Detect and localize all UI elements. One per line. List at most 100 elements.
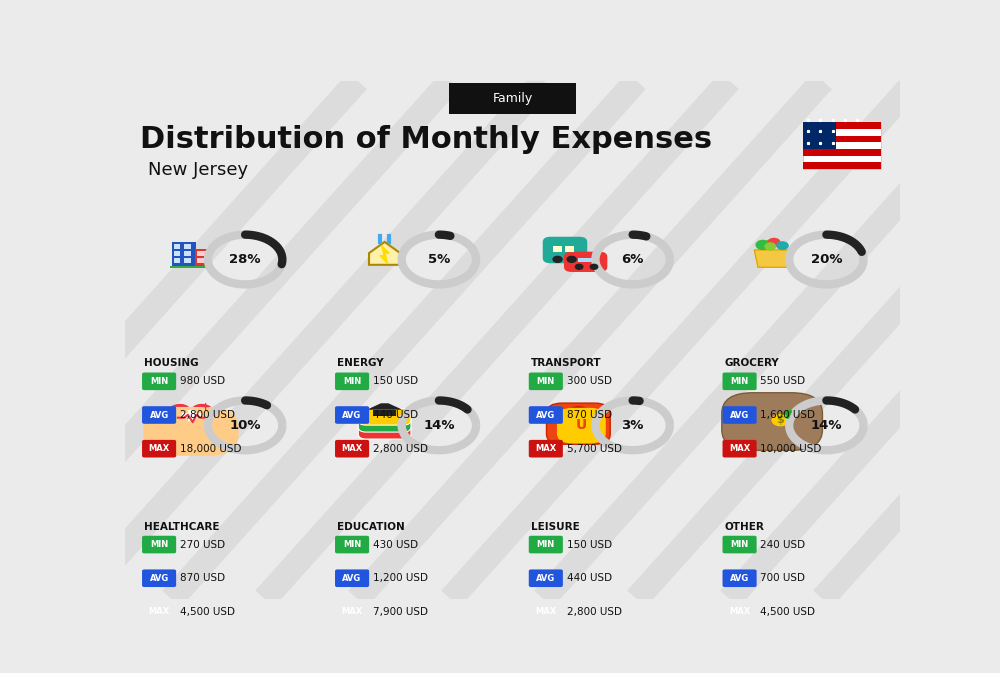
FancyBboxPatch shape — [142, 373, 176, 390]
FancyBboxPatch shape — [723, 440, 757, 458]
Text: 150 USD: 150 USD — [373, 376, 418, 386]
Polygon shape — [188, 410, 194, 420]
Circle shape — [777, 242, 788, 250]
FancyBboxPatch shape — [358, 416, 411, 432]
Text: MIN: MIN — [730, 377, 749, 386]
Text: U: U — [575, 418, 587, 431]
FancyBboxPatch shape — [803, 122, 881, 169]
Text: 550 USD: 550 USD — [761, 376, 806, 386]
FancyBboxPatch shape — [529, 603, 563, 621]
Polygon shape — [369, 242, 400, 264]
Text: 300 USD: 300 USD — [567, 376, 612, 386]
FancyBboxPatch shape — [170, 266, 211, 268]
Text: GROCERY: GROCERY — [725, 358, 780, 368]
Text: 14%: 14% — [423, 419, 455, 432]
FancyBboxPatch shape — [373, 410, 396, 416]
Text: MIN: MIN — [150, 377, 168, 386]
Text: HOUSING: HOUSING — [144, 358, 199, 368]
Text: HEALTHCARE: HEALTHCARE — [144, 522, 220, 532]
FancyBboxPatch shape — [803, 122, 836, 149]
FancyBboxPatch shape — [174, 251, 180, 256]
Polygon shape — [182, 413, 200, 417]
Text: EDUCATION: EDUCATION — [337, 522, 405, 532]
FancyBboxPatch shape — [335, 440, 369, 458]
Text: 18,000 USD: 18,000 USD — [180, 444, 242, 454]
Text: AVG: AVG — [730, 411, 749, 419]
Text: 5,700 USD: 5,700 USD — [567, 444, 622, 454]
Circle shape — [575, 264, 583, 269]
Text: MIN: MIN — [343, 540, 361, 549]
FancyBboxPatch shape — [723, 603, 757, 621]
FancyBboxPatch shape — [529, 440, 563, 458]
Text: 4,500 USD: 4,500 USD — [180, 607, 235, 617]
Text: 14%: 14% — [811, 419, 842, 432]
FancyBboxPatch shape — [529, 536, 563, 553]
Text: 1,200 USD: 1,200 USD — [373, 573, 428, 583]
Text: 2,800 USD: 2,800 USD — [180, 410, 235, 420]
Text: 4,500 USD: 4,500 USD — [761, 607, 816, 617]
Text: MAX: MAX — [148, 608, 170, 616]
Text: MAX: MAX — [729, 444, 750, 453]
Text: 870 USD: 870 USD — [567, 410, 612, 420]
Polygon shape — [754, 250, 790, 267]
FancyBboxPatch shape — [143, 407, 239, 456]
Text: MAX: MAX — [535, 444, 556, 453]
FancyBboxPatch shape — [803, 135, 881, 142]
FancyBboxPatch shape — [335, 603, 369, 621]
FancyBboxPatch shape — [722, 393, 822, 450]
Text: 20%: 20% — [811, 253, 842, 266]
Circle shape — [553, 256, 562, 262]
Text: 700 USD: 700 USD — [761, 573, 806, 583]
Text: AVG: AVG — [730, 574, 749, 583]
Text: 7,900 USD: 7,900 USD — [373, 607, 428, 617]
Text: New Jersey: New Jersey — [148, 161, 248, 179]
FancyBboxPatch shape — [803, 122, 881, 129]
FancyBboxPatch shape — [803, 162, 881, 169]
Text: MAX: MAX — [729, 608, 750, 616]
Text: 10,000 USD: 10,000 USD — [761, 444, 822, 454]
FancyBboxPatch shape — [184, 251, 191, 256]
Text: AVG: AVG — [149, 574, 169, 583]
FancyBboxPatch shape — [723, 569, 757, 587]
Text: AVG: AVG — [149, 411, 169, 419]
Text: 5%: 5% — [428, 253, 450, 266]
Circle shape — [756, 240, 770, 250]
FancyBboxPatch shape — [142, 536, 176, 553]
Text: 430 USD: 430 USD — [373, 540, 418, 550]
Circle shape — [768, 238, 780, 246]
FancyBboxPatch shape — [335, 373, 369, 390]
FancyBboxPatch shape — [578, 258, 593, 262]
Text: $: $ — [776, 415, 784, 425]
FancyBboxPatch shape — [723, 536, 757, 553]
Text: 240 USD: 240 USD — [761, 540, 806, 550]
Text: MAX: MAX — [148, 444, 170, 453]
FancyBboxPatch shape — [564, 252, 607, 272]
FancyBboxPatch shape — [543, 237, 587, 263]
FancyBboxPatch shape — [529, 373, 563, 390]
FancyBboxPatch shape — [184, 244, 191, 249]
Text: Distribution of Monthly Expenses: Distribution of Monthly Expenses — [140, 125, 713, 154]
Polygon shape — [367, 403, 402, 410]
FancyBboxPatch shape — [547, 403, 610, 444]
Text: 2,800 USD: 2,800 USD — [567, 607, 622, 617]
Text: AVG: AVG — [536, 574, 555, 583]
FancyBboxPatch shape — [557, 408, 606, 444]
FancyBboxPatch shape — [723, 373, 757, 390]
FancyBboxPatch shape — [529, 406, 563, 424]
Text: MIN: MIN — [343, 377, 361, 386]
Text: MIN: MIN — [537, 540, 555, 549]
Text: 28%: 28% — [229, 253, 261, 266]
Text: LEISURE: LEISURE — [531, 522, 580, 532]
FancyBboxPatch shape — [142, 406, 176, 424]
FancyBboxPatch shape — [142, 440, 176, 458]
FancyBboxPatch shape — [335, 406, 369, 424]
Text: 980 USD: 980 USD — [180, 376, 225, 386]
Text: 2,800 USD: 2,800 USD — [373, 444, 428, 454]
Text: OTHER: OTHER — [725, 522, 765, 532]
Circle shape — [590, 264, 598, 269]
Text: 440 USD: 440 USD — [373, 410, 418, 420]
Text: ENERGY: ENERGY — [337, 358, 384, 368]
FancyBboxPatch shape — [529, 569, 563, 587]
Text: AVG: AVG — [342, 574, 362, 583]
FancyBboxPatch shape — [197, 251, 208, 256]
